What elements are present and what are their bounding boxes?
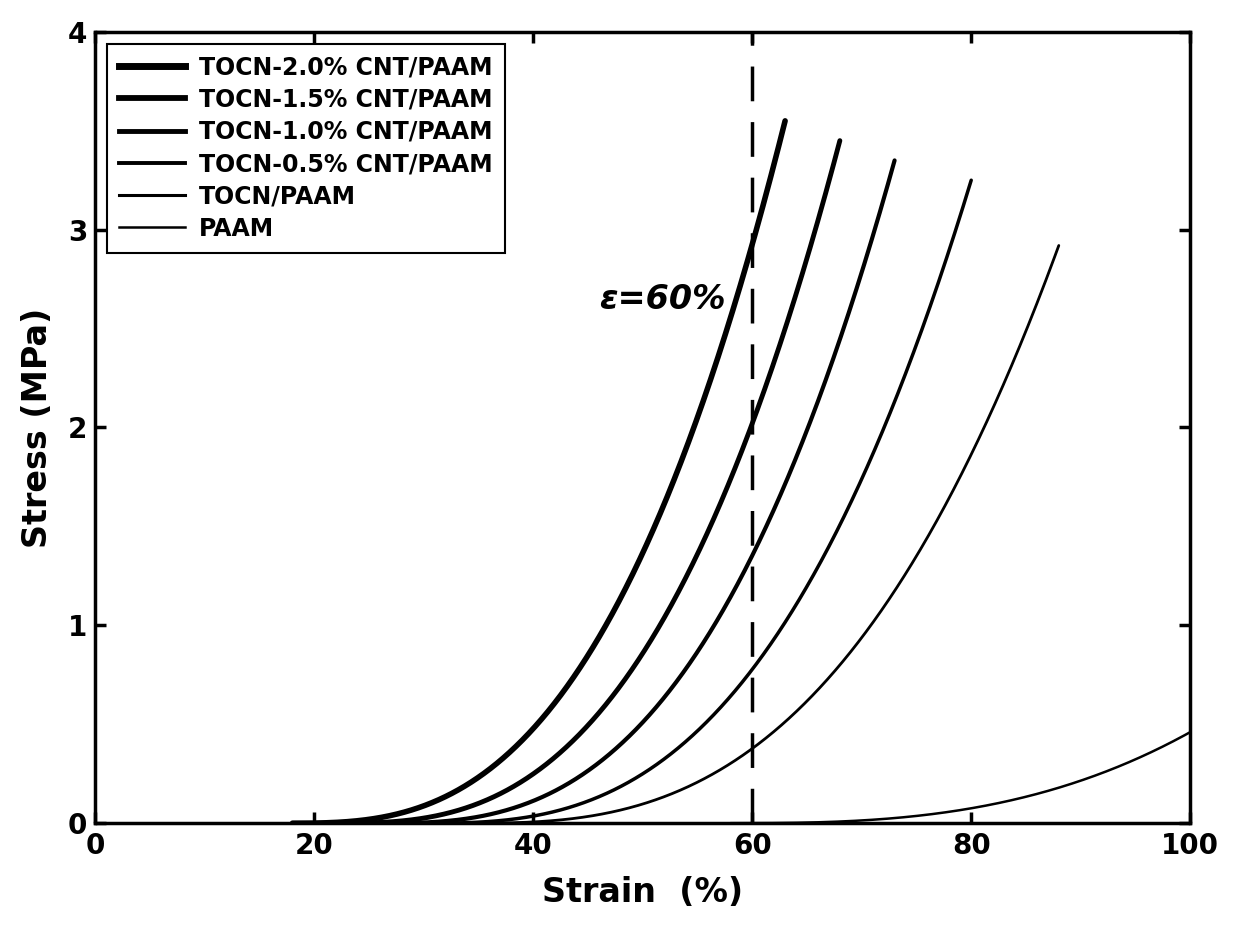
X-axis label: Strain  (%): Strain (%) (542, 876, 743, 910)
Legend: TOCN-2.0% CNT/PAAM, TOCN-1.5% CNT/PAAM, TOCN-1.0% CNT/PAAM, TOCN-0.5% CNT/PAAM, : TOCN-2.0% CNT/PAAM, TOCN-1.5% CNT/PAAM, … (107, 44, 505, 253)
Text: ε=60%: ε=60% (599, 283, 725, 316)
Y-axis label: Stress (MPa): Stress (MPa) (21, 308, 53, 548)
